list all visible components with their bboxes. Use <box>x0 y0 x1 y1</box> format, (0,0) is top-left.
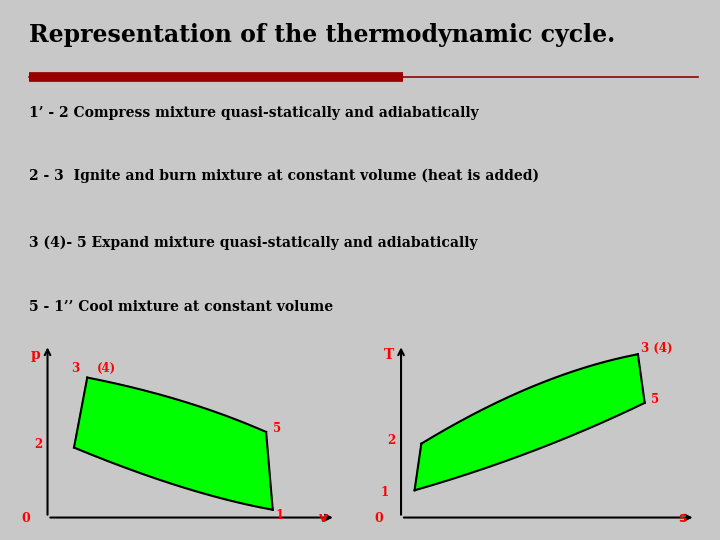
Text: 1: 1 <box>276 509 284 523</box>
Text: (4): (4) <box>97 362 117 375</box>
Text: p: p <box>31 348 41 362</box>
Text: 3: 3 <box>71 362 79 375</box>
Text: 3 (4)- 5 Expand mixture quasi-statically and adiabatically: 3 (4)- 5 Expand mixture quasi-statically… <box>29 235 477 250</box>
Text: 0: 0 <box>374 512 383 525</box>
Text: 0: 0 <box>21 512 30 525</box>
Polygon shape <box>415 354 644 490</box>
Text: 5 - 1’’ Cool mixture at constant volume: 5 - 1’’ Cool mixture at constant volume <box>29 300 333 314</box>
Text: 2: 2 <box>387 434 396 447</box>
Text: Representation of the thermodynamic cycle.: Representation of the thermodynamic cycl… <box>29 23 615 47</box>
Text: 5: 5 <box>652 393 660 406</box>
Text: 3 (4): 3 (4) <box>642 342 672 355</box>
Text: s: s <box>678 511 687 525</box>
Text: 1’ - 2 Compress mixture quasi-statically and adiabatically: 1’ - 2 Compress mixture quasi-statically… <box>29 106 479 120</box>
Text: 1: 1 <box>381 486 389 499</box>
Text: 2 - 3  Ignite and burn mixture at constant volume (heat is added): 2 - 3 Ignite and burn mixture at constan… <box>29 168 539 183</box>
Text: v: v <box>319 511 328 525</box>
Text: 2: 2 <box>35 437 42 450</box>
Polygon shape <box>74 377 273 510</box>
Text: 5: 5 <box>273 422 281 435</box>
Text: T: T <box>384 348 395 362</box>
